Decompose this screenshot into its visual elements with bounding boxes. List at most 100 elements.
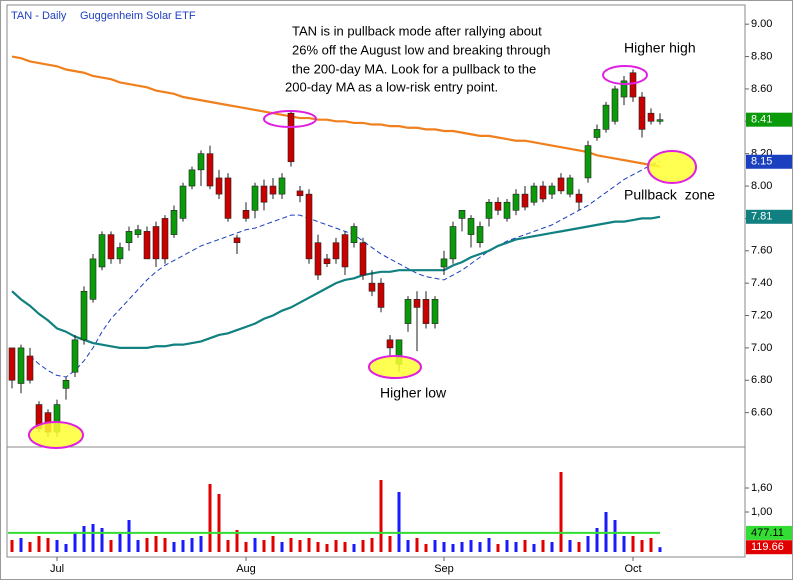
- volume-bar: [550, 542, 554, 552]
- y-tick-label: 1,00: [751, 506, 772, 518]
- candle-body: [224, 177, 232, 219]
- volume-bar: [82, 526, 86, 552]
- candle-body: [404, 299, 412, 324]
- volume-bar: [397, 492, 401, 552]
- volume-bar: [451, 544, 455, 552]
- volume-bar: [559, 472, 563, 552]
- candle-body: [386, 339, 394, 349]
- y-tick-label: 6.80: [751, 374, 772, 386]
- volume-bar: [163, 538, 167, 552]
- candle-body: [368, 282, 376, 292]
- y-tick-label: 6.60: [751, 407, 772, 419]
- candle-body: [584, 145, 592, 179]
- value-box-label: 8.15: [751, 156, 772, 168]
- value-box: [746, 112, 792, 127]
- volume-bar: [37, 536, 41, 552]
- chart-subtitle: Guggenheim Solar ETF: [80, 10, 196, 22]
- value-box-label: 119.66: [751, 541, 784, 553]
- moving-average: [11, 215, 661, 349]
- volume-bar: [649, 538, 653, 552]
- volume-bar: [460, 542, 464, 552]
- volume-bar: [91, 524, 95, 552]
- candle-body: [188, 169, 196, 187]
- candle-body: [287, 112, 295, 163]
- volume-bar: [307, 538, 311, 552]
- candle-body: [278, 177, 286, 195]
- value-box: [746, 209, 792, 224]
- volume-bar: [361, 540, 365, 552]
- candle-body: [170, 210, 178, 235]
- candle-body: [134, 229, 142, 235]
- candle-body: [629, 72, 637, 98]
- candle-body: [332, 242, 340, 260]
- volume-bar: [343, 542, 347, 552]
- callout: Pullback zone: [624, 187, 715, 203]
- candle-body: [476, 226, 484, 243]
- volume-bar: [235, 530, 239, 552]
- x-tick-label: Jul: [50, 563, 64, 575]
- volume-bar: [244, 542, 248, 552]
- candle-body: [359, 242, 367, 276]
- volume-bar: [640, 540, 644, 552]
- highlight: [368, 355, 422, 379]
- volume-bar: [352, 544, 356, 552]
- candle-body: [89, 258, 97, 300]
- candle-body: [251, 185, 259, 211]
- y-tick-label: 8.60: [751, 83, 772, 95]
- candle-body: [413, 299, 421, 308]
- volume-bar: [595, 528, 599, 552]
- candle-body: [62, 379, 70, 389]
- volume-bar: [325, 544, 329, 552]
- candle-body: [467, 218, 475, 235]
- volume-bar: [415, 538, 419, 552]
- volume-bar: [496, 544, 500, 552]
- candle-body: [305, 193, 313, 260]
- volume-bar: [73, 532, 77, 552]
- volume-bar: [541, 540, 545, 552]
- candle-body: [8, 347, 16, 381]
- y-tick-label: 9.00: [751, 18, 772, 30]
- candle-body: [548, 185, 556, 195]
- x-tick-label: Aug: [236, 563, 256, 575]
- volume-bar: [622, 536, 626, 552]
- candle-body: [521, 193, 529, 208]
- volume-bar: [271, 536, 275, 552]
- volume-bar: [253, 538, 257, 552]
- volume-bar: [55, 540, 59, 552]
- volume-bar: [631, 536, 635, 552]
- candle-body: [449, 226, 457, 260]
- candle-body: [503, 201, 511, 219]
- volume-bar: [433, 540, 437, 552]
- volume-bar: [199, 536, 203, 552]
- candle-body: [143, 231, 151, 260]
- highlight: [28, 421, 84, 449]
- candle-body: [458, 210, 466, 219]
- y-tick-label: 7.20: [751, 309, 772, 321]
- volume-bar: [658, 547, 662, 552]
- moving-average: [11, 55, 661, 168]
- candle-body: [350, 226, 358, 243]
- candle-body: [341, 234, 349, 268]
- volume-bar: [118, 534, 122, 552]
- candle-body: [215, 177, 223, 195]
- volume-bar: [487, 538, 491, 552]
- volume-bar: [532, 544, 536, 552]
- volume-bar: [145, 538, 149, 552]
- candle-body: [71, 339, 79, 373]
- candle-body: [431, 299, 439, 324]
- candle-body: [125, 231, 133, 243]
- candle-body: [98, 234, 106, 268]
- value-box-label: 477.11: [751, 527, 784, 539]
- candle-body: [620, 80, 628, 98]
- candle-body: [530, 185, 538, 203]
- candle-body: [233, 237, 241, 243]
- volume-bar: [109, 540, 113, 552]
- candle-body: [539, 185, 547, 200]
- volume-bar: [10, 540, 14, 552]
- candle-body: [161, 218, 169, 260]
- volume-bar: [424, 544, 428, 552]
- callout: Higher low: [380, 385, 447, 401]
- candle-body: [638, 96, 646, 130]
- volume-bar: [154, 536, 158, 552]
- callout: Higher high: [624, 40, 696, 56]
